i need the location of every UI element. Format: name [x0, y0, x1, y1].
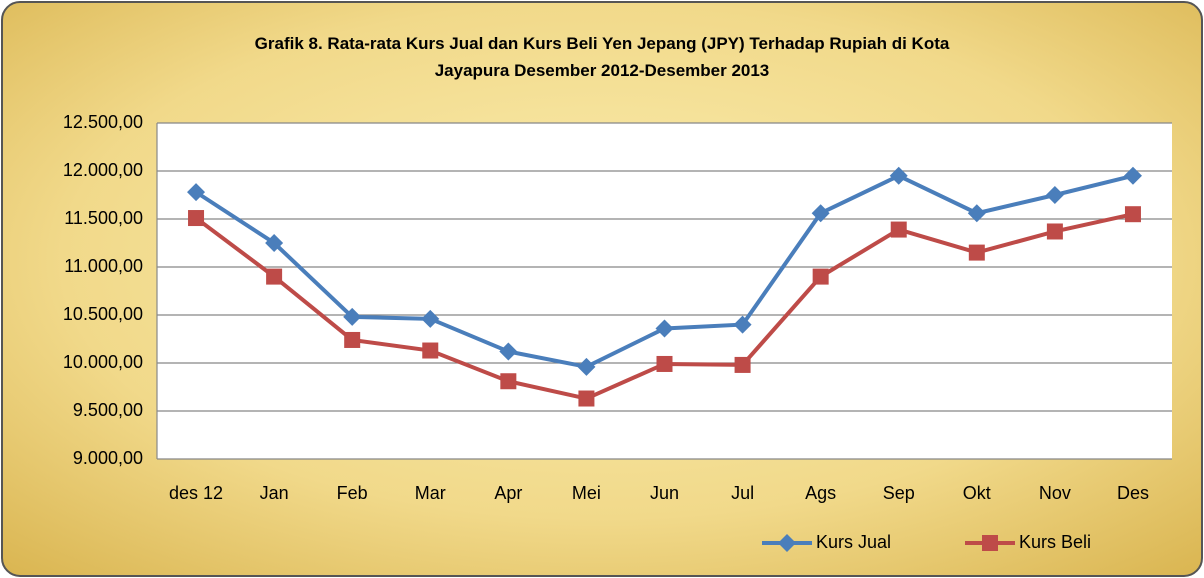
marker — [655, 319, 674, 338]
marker — [778, 534, 796, 552]
y-tick-label: 10.500,00 — [63, 304, 143, 324]
marker — [578, 390, 595, 407]
marker — [656, 355, 673, 372]
x-tick-label: Jul — [731, 483, 754, 503]
legend-label: Kurs Beli — [1019, 532, 1091, 552]
marker — [1123, 166, 1142, 185]
marker — [1045, 186, 1064, 204]
chart-title: Grafik 8. Rata-rata Kurs Jual dan Kurs B… — [254, 34, 950, 80]
marker — [734, 356, 751, 373]
y-tick-label: 11.500,00 — [64, 208, 143, 228]
y-tick-label: 9.500,00 — [73, 400, 143, 420]
marker — [811, 204, 830, 223]
plot-area — [157, 123, 1172, 459]
y-tick-label: 12.000,00 — [63, 160, 143, 180]
x-tick-label: Sep — [883, 483, 915, 503]
x-tick-label: Feb — [337, 483, 368, 503]
x-tick-label: Des — [1117, 483, 1149, 503]
x-tick-label: Mei — [572, 483, 601, 503]
marker — [982, 535, 998, 551]
marker — [422, 342, 439, 359]
marker — [265, 234, 284, 252]
y-tick-label: 9.000,00 — [73, 448, 143, 468]
marker — [889, 166, 908, 185]
marker — [266, 268, 283, 285]
x-tick-label: Mar — [415, 483, 446, 503]
x-tick-label: des 12 — [169, 483, 223, 503]
x-tick-label: Ags — [805, 483, 836, 503]
marker — [967, 204, 986, 223]
marker — [187, 183, 206, 202]
x-tick-label: Apr — [494, 483, 522, 503]
x-tick-label: Okt — [963, 483, 991, 503]
marker — [890, 221, 907, 238]
marker — [1046, 223, 1063, 240]
marker — [344, 331, 361, 348]
x-tick-label: Jun — [650, 483, 679, 503]
marker — [343, 307, 362, 326]
marker — [500, 373, 517, 390]
marker — [1124, 206, 1141, 223]
y-tick-label: 11.000,00 — [64, 256, 143, 276]
marker — [812, 268, 829, 285]
x-tick-label: Nov — [1039, 483, 1071, 503]
marker — [188, 210, 205, 227]
legend-label: Kurs Jual — [816, 532, 891, 552]
x-tick-label: Jan — [260, 483, 289, 503]
marker — [421, 309, 440, 328]
y-tick-label: 12.500,00 — [63, 112, 143, 132]
marker — [968, 244, 985, 261]
marker — [733, 315, 752, 334]
marker — [499, 342, 518, 361]
y-tick-label: 10.000,00 — [63, 352, 143, 372]
marker — [577, 357, 596, 376]
